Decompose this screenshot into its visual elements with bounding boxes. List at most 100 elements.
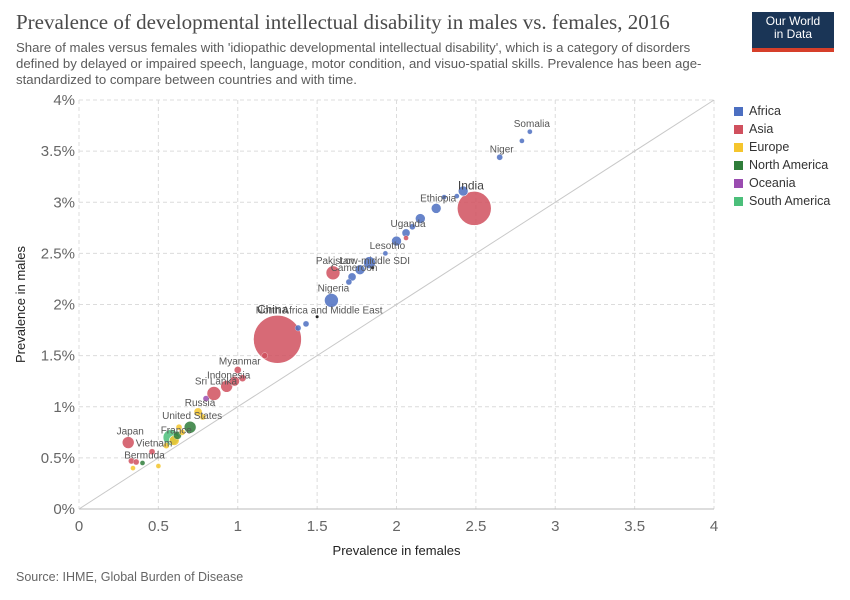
data-point bbox=[325, 265, 341, 281]
y-tick-label: 1% bbox=[53, 399, 75, 416]
y-tick-label: 2% bbox=[53, 297, 75, 314]
point-label: Ethiopia bbox=[420, 193, 457, 204]
data-point bbox=[253, 314, 302, 364]
data-point bbox=[527, 129, 533, 135]
data-point bbox=[302, 320, 310, 328]
point-label: Indonesia bbox=[207, 370, 251, 381]
x-tick-label: 3.5 bbox=[624, 518, 645, 535]
data-point bbox=[155, 463, 162, 469]
data-point bbox=[324, 293, 339, 308]
data-point bbox=[139, 460, 146, 466]
logo-line-1: Our World bbox=[765, 14, 821, 28]
legend-label: Europe bbox=[749, 140, 790, 154]
legend-swatch bbox=[734, 178, 743, 188]
data-point bbox=[496, 154, 503, 161]
point-label: Cameroon bbox=[331, 263, 378, 274]
point-label: United States bbox=[162, 411, 222, 422]
owid-logo[interactable]: Our World in Data bbox=[752, 12, 834, 52]
data-point bbox=[163, 442, 170, 449]
x-tick-label: 4 bbox=[710, 518, 718, 535]
y-tick-label: 3.5% bbox=[41, 143, 75, 160]
legend-label: North America bbox=[749, 158, 829, 172]
point-label: France bbox=[161, 425, 193, 436]
y-tick-label: 4% bbox=[53, 92, 75, 109]
point-label: India bbox=[458, 178, 484, 192]
data-point bbox=[199, 413, 206, 421]
data-point bbox=[294, 324, 302, 332]
legend-item-europe[interactable]: Europe bbox=[734, 138, 830, 156]
legend-item-africa[interactable]: Africa bbox=[734, 102, 830, 120]
data-point bbox=[220, 379, 233, 393]
x-tick-label: 2 bbox=[392, 518, 400, 535]
data-point bbox=[457, 185, 469, 197]
data-point bbox=[345, 278, 353, 286]
chart-legend: Africa Asia Europe North America Oceania Sout… bbox=[734, 102, 830, 210]
x-tick-label: 0.5 bbox=[148, 518, 169, 535]
legend-swatch bbox=[734, 124, 743, 134]
point-label: Niger bbox=[490, 144, 515, 155]
source-note: Source: IHME, Global Burden of Disease bbox=[16, 570, 244, 584]
y-tick-label: 2.5% bbox=[41, 245, 75, 262]
legend-item-asia[interactable]: Asia bbox=[734, 120, 830, 138]
data-point bbox=[456, 191, 492, 226]
x-tick-label: 2.5 bbox=[465, 518, 486, 535]
legend-item-south-america[interactable]: South America bbox=[734, 192, 830, 210]
point-label: Japan bbox=[117, 427, 144, 438]
data-point bbox=[202, 395, 210, 402]
y-tick-label: 3% bbox=[53, 194, 75, 211]
data-point bbox=[183, 420, 197, 434]
point-label: Russia bbox=[185, 398, 216, 409]
data-point bbox=[315, 315, 319, 319]
data-point bbox=[354, 264, 366, 276]
point-label: North Africa and Middle East bbox=[256, 305, 383, 316]
data-point bbox=[121, 436, 135, 449]
point-label: Nigeria bbox=[318, 283, 350, 294]
point-label: Lesotho bbox=[370, 241, 406, 252]
data-point bbox=[238, 374, 247, 382]
x-axis-label: Prevalence in females bbox=[333, 543, 461, 558]
point-label: Uganda bbox=[391, 219, 426, 230]
data-point bbox=[193, 407, 203, 417]
reference-line bbox=[78, 99, 715, 510]
data-point bbox=[363, 256, 376, 269]
legend-swatch bbox=[734, 196, 743, 206]
data-point bbox=[519, 138, 525, 144]
point-label: Vietnam bbox=[136, 439, 173, 450]
x-tick-label: 0 bbox=[75, 518, 83, 535]
data-point bbox=[132, 458, 140, 466]
data-point bbox=[441, 194, 447, 200]
data-point bbox=[403, 235, 409, 241]
point-label: Sri Lanka bbox=[195, 376, 238, 387]
data-point bbox=[179, 429, 186, 436]
logo-line-2: in Data bbox=[773, 27, 813, 41]
data-point bbox=[409, 223, 416, 230]
data-point bbox=[371, 266, 375, 270]
legend-label: Asia bbox=[749, 122, 774, 136]
chart-subtitle: Share of males versus females with 'idio… bbox=[16, 40, 702, 87]
legend-label: Oceania bbox=[749, 176, 796, 190]
data-point bbox=[130, 465, 136, 471]
legend-swatch bbox=[734, 142, 743, 152]
chart-title: Prevalence of developmental intellectual… bbox=[16, 10, 670, 34]
point-label: Myanmar bbox=[219, 356, 261, 367]
legend-item-oceania[interactable]: Oceania bbox=[734, 174, 830, 192]
legend-label: Africa bbox=[749, 104, 781, 118]
legend-swatch bbox=[734, 106, 743, 116]
data-point bbox=[454, 193, 460, 199]
data-point bbox=[234, 366, 242, 374]
x-tick-label: 1 bbox=[234, 518, 242, 535]
data-point bbox=[206, 386, 222, 401]
legend-item-north-america[interactable]: North America bbox=[734, 156, 830, 174]
point-label: Bermuda bbox=[124, 450, 165, 461]
y-tick-label: 0% bbox=[53, 501, 75, 518]
y-tick-label: 0.5% bbox=[41, 450, 75, 467]
point-label: Pakistan bbox=[316, 256, 354, 267]
data-point bbox=[347, 272, 357, 282]
legend-swatch bbox=[734, 160, 743, 170]
point-label: Low-middle SDI bbox=[339, 256, 410, 267]
data-point bbox=[430, 203, 442, 214]
x-tick-label: 1.5 bbox=[307, 518, 328, 535]
data-point bbox=[175, 424, 183, 431]
data-point bbox=[261, 352, 268, 359]
